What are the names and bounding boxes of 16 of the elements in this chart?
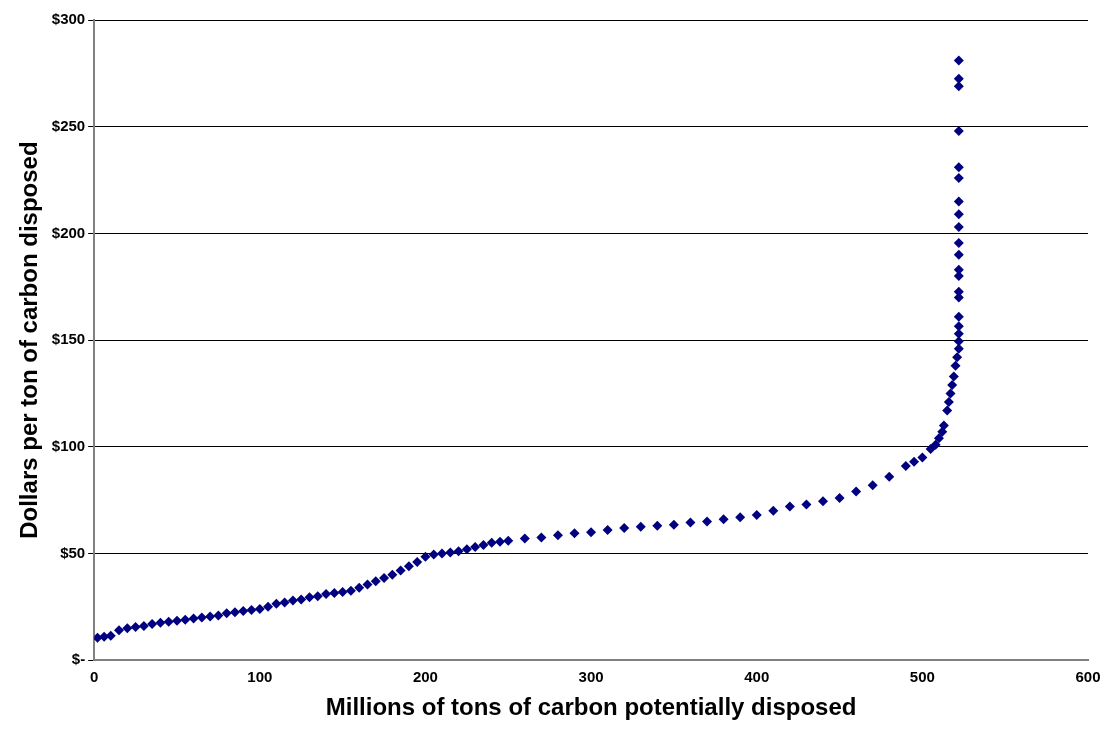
y-tick-label: $50 [60, 543, 86, 561]
x-tick-label: 200 [412, 668, 438, 686]
y-tick-label: $150 [51, 330, 86, 348]
y-tick-label: $- [71, 650, 86, 668]
y-axis-title: Dollars per ton of carbon disposed [15, 141, 43, 539]
x-axis-title: Millions of tons of carbon potentially disposed [325, 693, 857, 721]
x-tick-label: 100 [247, 668, 273, 686]
y-tick-label: $250 [51, 116, 86, 134]
x-tick-label: 300 [578, 668, 604, 686]
y-tick-label: $300 [51, 10, 86, 28]
x-tick-label: 400 [744, 668, 770, 686]
y-tick-label: $100 [51, 436, 86, 454]
x-tick-label: 600 [1075, 668, 1101, 686]
x-tick-label: 500 [909, 668, 935, 686]
y-tick-label: $200 [51, 223, 86, 241]
x-tick-label: 0 [90, 668, 99, 686]
